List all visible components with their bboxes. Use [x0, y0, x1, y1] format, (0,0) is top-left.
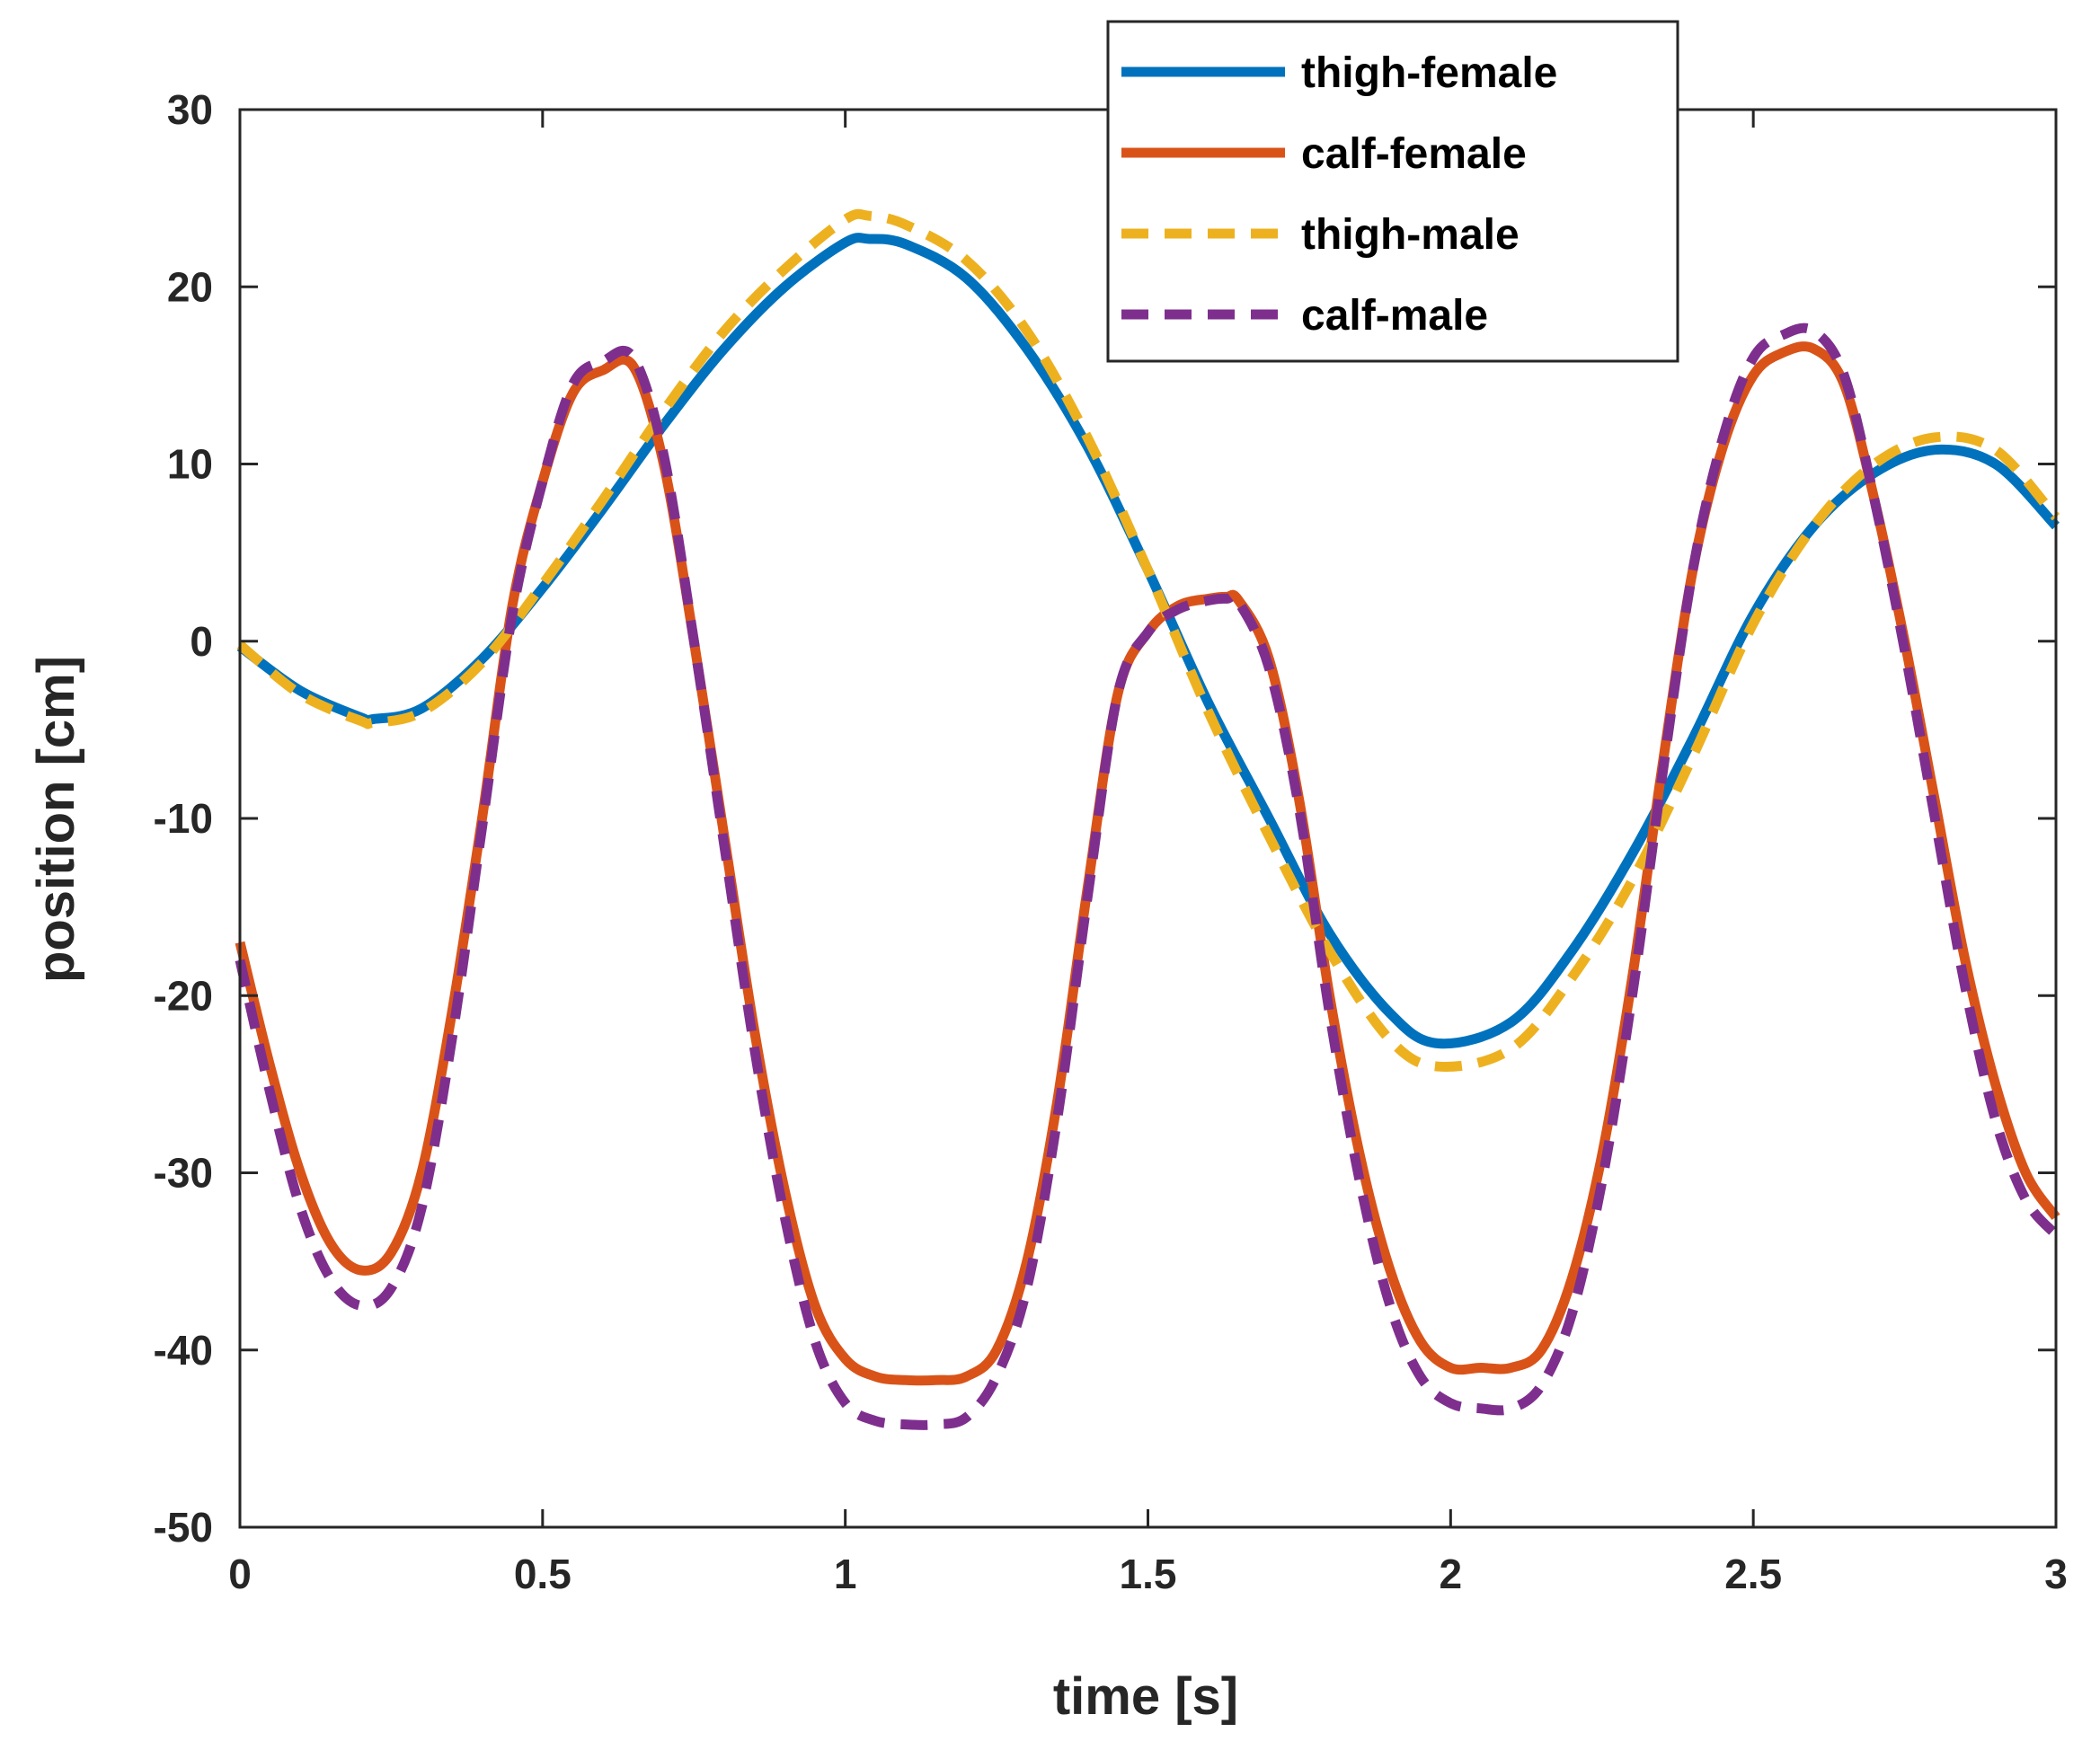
- y-tick-label-1: -40: [154, 1327, 213, 1374]
- y-tick-label-5: 0: [190, 618, 213, 665]
- y-tick-label-6: 10: [167, 441, 213, 488]
- y-tick-label-4: -10: [154, 795, 213, 842]
- legend-label-calf-male: calf-male: [1301, 292, 1488, 340]
- x-tick-label-5: 2.5: [1724, 1551, 1782, 1597]
- series-layer: [235, 208, 2060, 1430]
- y-tick-label-7: 20: [167, 263, 213, 310]
- legend-label-thigh-male: thigh-male: [1301, 211, 1520, 259]
- legend-box: [1106, 20, 1679, 363]
- x-tick-label-3: 1.5: [1120, 1551, 1177, 1597]
- y-tick-label-8: 30: [167, 86, 213, 133]
- legend-label-calf-female: calf-female: [1301, 130, 1527, 178]
- axes-layer: 0 0.5 1 1.5 2 2.5 3 -50 -40 -30 -20 -10 0 10 20 30: [154, 86, 2068, 1597]
- series-line-thigh-male: [236, 208, 2060, 1072]
- series-line-calf-male: [235, 323, 2060, 1430]
- y-axis-title: position [cm]: [27, 656, 85, 983]
- x-tick-label-4: 2: [1440, 1551, 1463, 1597]
- x-tick-label-0: 0: [228, 1551, 252, 1597]
- x-axis-title: time [s]: [1053, 1667, 1238, 1726]
- y-tick-label-2: -30: [154, 1150, 213, 1197]
- y-tick-label-0: -50: [154, 1504, 213, 1551]
- legend: thigh-female calf-female thigh-male calf…: [1106, 20, 1679, 363]
- x-tick-label-2: 1: [834, 1551, 857, 1597]
- x-tick-label-1: 0.5: [514, 1551, 572, 1597]
- series-line-thigh-female: [236, 233, 2060, 1049]
- legend-label-thigh-female: thigh-female: [1301, 49, 1557, 97]
- y-tick-label-3: -20: [154, 972, 213, 1019]
- x-tick-label-6: 3: [2044, 1551, 2068, 1597]
